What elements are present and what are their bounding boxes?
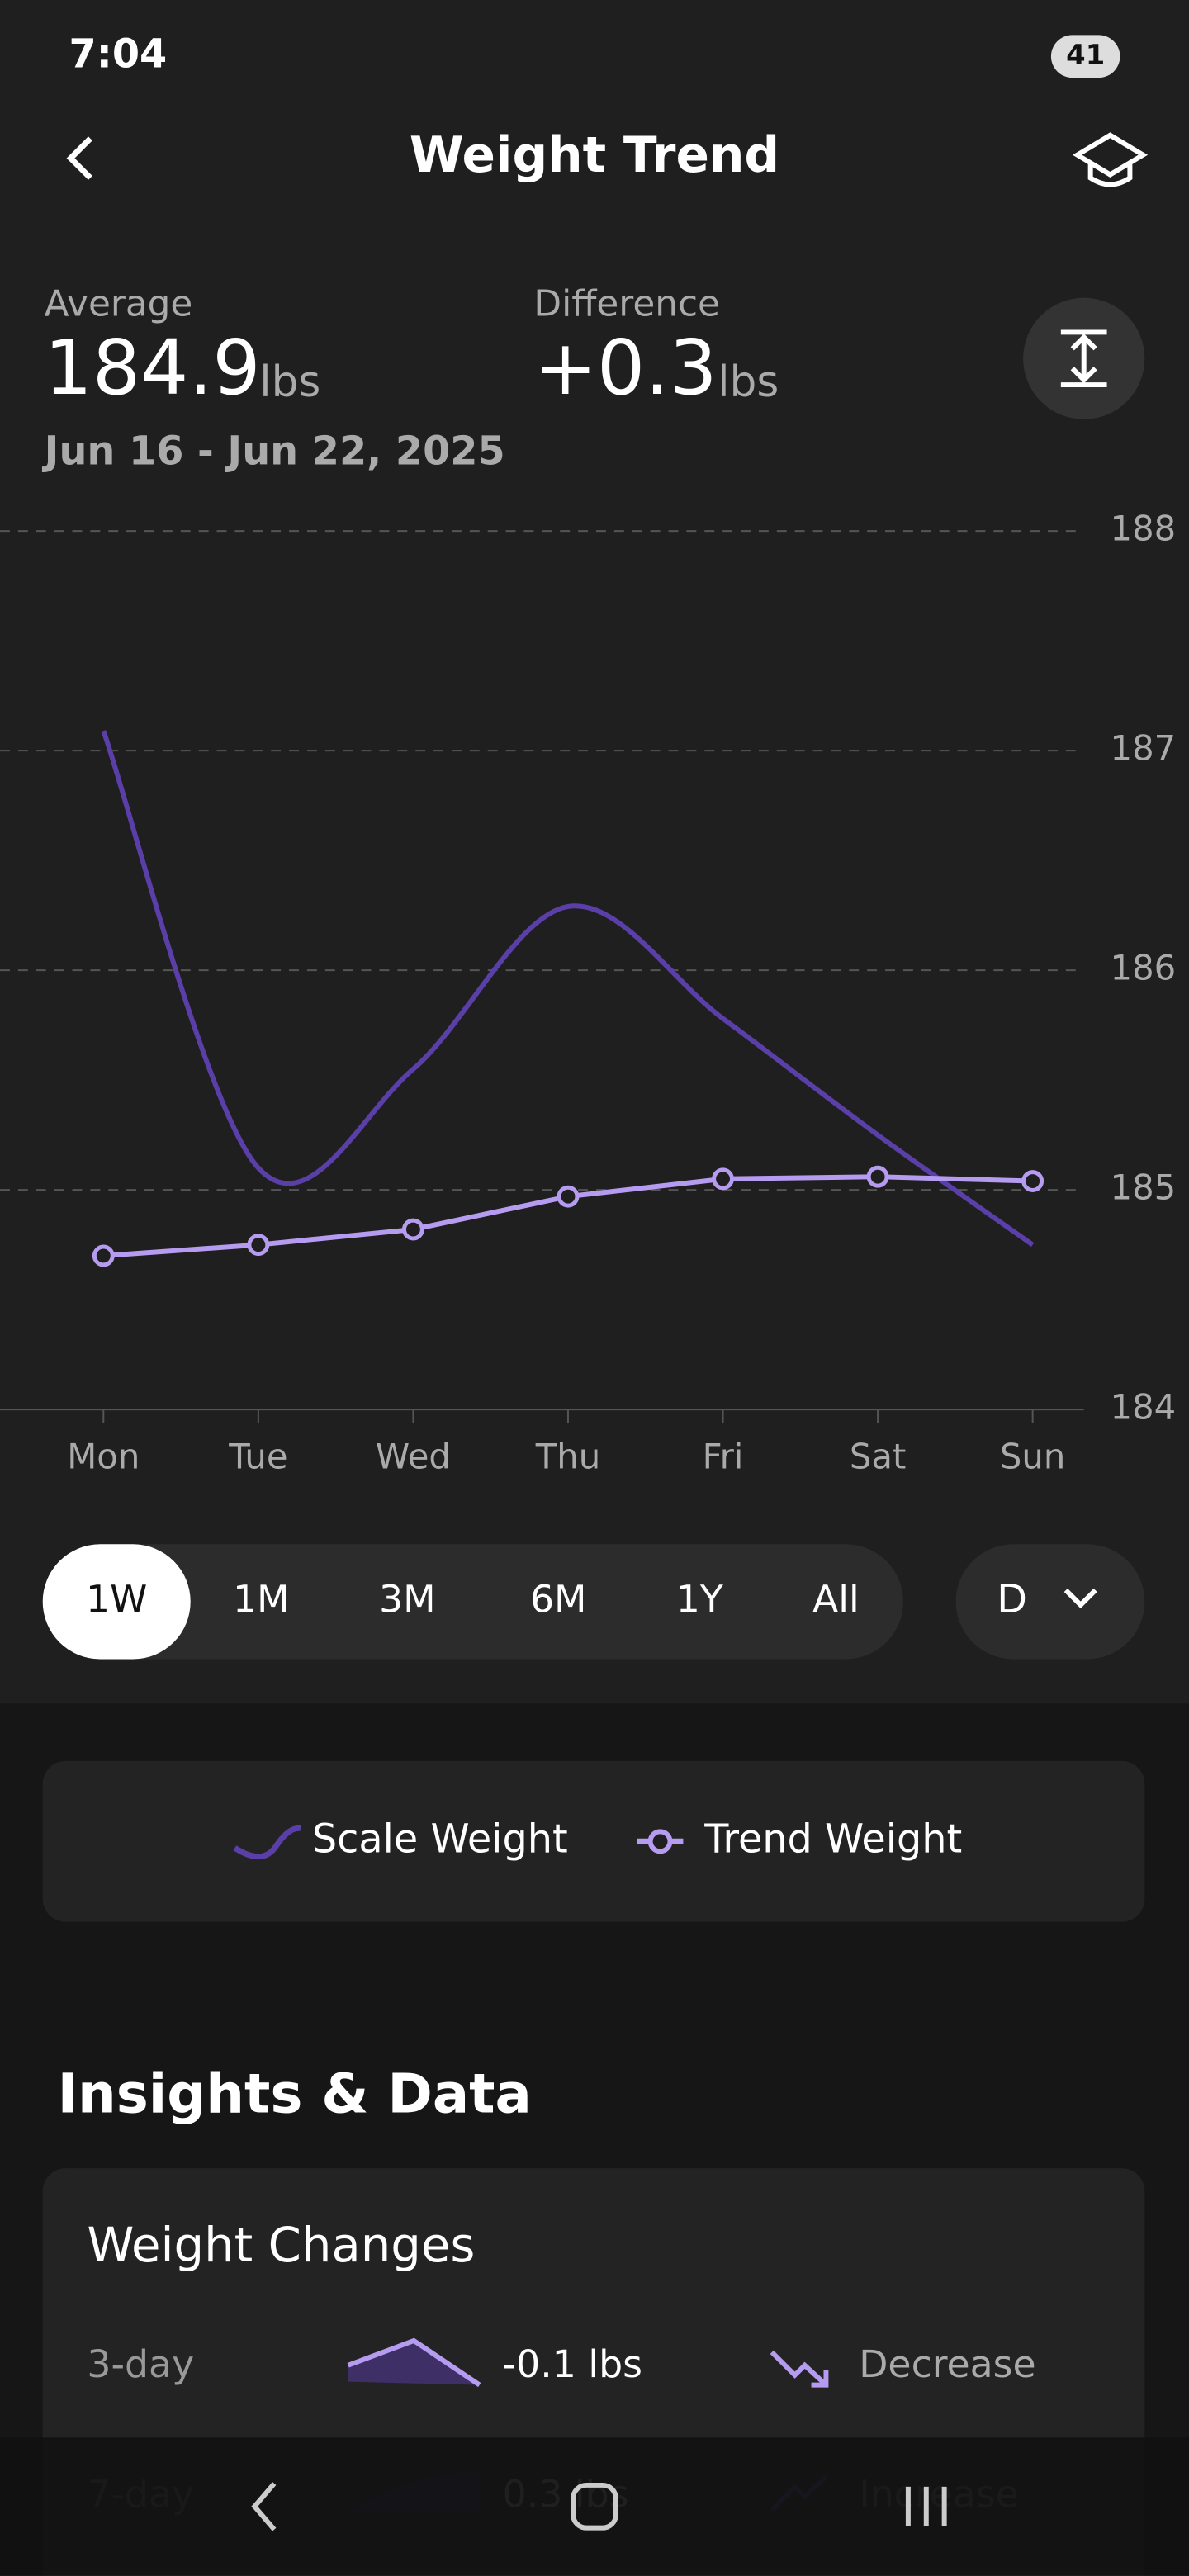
dropdown-arrow — [1063, 1588, 1097, 1609]
period-value: D — [997, 1577, 1027, 1622]
difference-unit: lbs — [718, 358, 779, 407]
time: 7:04 — [69, 31, 168, 77]
learn-icon[interactable] — [1072, 132, 1149, 187]
trend-point — [401, 1218, 424, 1241]
range-active[interactable] — [42, 1544, 191, 1660]
page-title: Weight Trend — [410, 127, 779, 184]
y-tick-label: 185 — [1111, 1167, 1177, 1208]
trend-point — [712, 1167, 734, 1191]
range-buttons: 1W 1M 3M 6M 1Y All — [42, 1544, 860, 1660]
nav-home[interactable] — [571, 2482, 618, 2531]
legend-label: Scale Weight — [312, 1816, 568, 1862]
trend-point — [557, 1185, 580, 1208]
y-tick-label: 187 — [1111, 728, 1177, 769]
y-tick-label: 188 — [1111, 509, 1177, 549]
decrease-icon — [770, 2350, 829, 2388]
card-title: Weight Changes — [87, 2217, 475, 2273]
battery — [1050, 35, 1120, 78]
x-tick-label: Wed — [376, 1436, 451, 1476]
x-tick-label: Tue — [228, 1436, 287, 1476]
legend-label: Trend Weight — [703, 1816, 962, 1862]
x-tick-label: Sun — [1000, 1436, 1065, 1476]
average-unit: lbs — [259, 358, 320, 407]
trend-point — [1021, 1170, 1045, 1192]
range-button[interactable]: 1M — [233, 1577, 290, 1621]
nav-back[interactable] — [251, 2482, 277, 2531]
period-dropdown[interactable] — [955, 1544, 1145, 1660]
trend-point — [92, 1244, 115, 1267]
average-label: Average — [45, 283, 193, 325]
range-button[interactable]: 1W — [86, 1577, 147, 1621]
row-change: -0.1 lbs — [503, 2342, 642, 2386]
series-line — [101, 730, 1035, 1248]
difference-value: +0.3 — [533, 324, 717, 412]
row-direction: Decrease — [859, 2342, 1035, 2386]
range-selector — [42, 1544, 903, 1660]
nav-bar — [0, 2437, 1189, 2576]
legend-box — [42, 1760, 1145, 1922]
x-tick-label: Mon — [67, 1436, 140, 1476]
difference-label: Difference — [533, 283, 720, 325]
top-bg — [0, 0, 1189, 1704]
range-button[interactable]: 3M — [379, 1577, 436, 1621]
y-tick-label: 184 — [1111, 1387, 1177, 1428]
trend-point — [247, 1234, 270, 1257]
battery-level: 41 — [1066, 39, 1105, 71]
range-button[interactable]: 6M — [530, 1577, 587, 1621]
row-period: 3-day — [87, 2342, 194, 2386]
expand-icon — [1060, 329, 1107, 388]
date-range: Jun 16 - Jun 22, 2025 — [42, 429, 505, 475]
x-tick-label: Sat — [850, 1436, 906, 1476]
legend-swatch-dot — [647, 1829, 673, 1854]
legend-swatch — [233, 1825, 301, 1860]
y-tick-label: 186 — [1111, 948, 1177, 988]
average-value: 184.9 — [45, 324, 261, 412]
range-button[interactable]: All — [812, 1577, 860, 1621]
trend-point — [866, 1165, 889, 1188]
sparkline-area — [348, 2340, 480, 2385]
section-title: Insights & Data — [58, 2063, 532, 2126]
x-tick-label: Thu — [535, 1436, 600, 1476]
chart: 184 185 186 187 188 Mon Tue Wed Thu Fri Sat Sun — [0, 509, 1177, 1476]
sparkline — [347, 2337, 481, 2388]
nav-recents[interactable] — [905, 2486, 947, 2526]
range-button[interactable]: 1Y — [676, 1577, 724, 1621]
x-tick-label: Fri — [703, 1436, 744, 1476]
back-button[interactable] — [66, 136, 92, 180]
